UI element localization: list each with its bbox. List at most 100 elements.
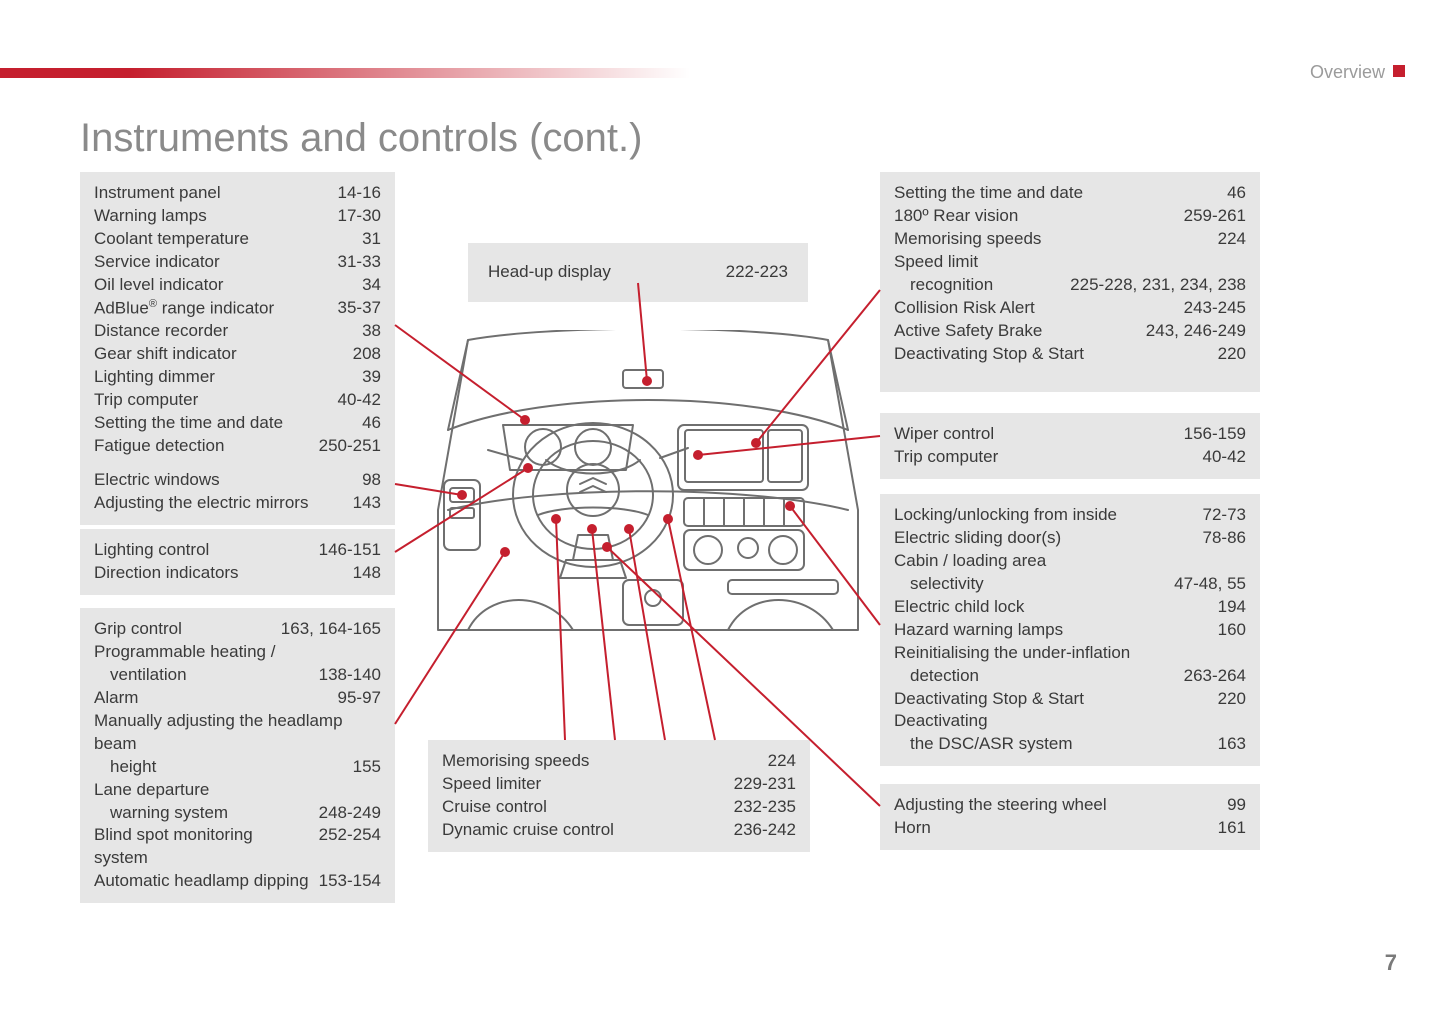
reference-pages	[371, 779, 381, 802]
reference-row: Locking/unlocking from inside72-73	[894, 504, 1246, 527]
reference-pages: 153-154	[309, 870, 381, 893]
reference-pages: 263-264	[1174, 665, 1246, 688]
section-label: Overview	[1310, 62, 1385, 83]
reference-row: Hazard warning lamps160	[894, 619, 1246, 642]
reference-label: Dynamic cruise control	[442, 819, 724, 842]
reference-row: Instrument panel14-16	[94, 182, 381, 205]
reference-pages: 39	[352, 366, 381, 389]
reference-pages: 78-86	[1193, 527, 1246, 550]
reference-row: Deactivating Stop & Start220	[894, 688, 1246, 711]
reference-label: Instrument panel	[94, 182, 328, 205]
reference-label: Blind spot monitoring system	[94, 824, 309, 870]
reference-pages: 99	[1217, 794, 1246, 817]
reference-label: Alarm	[94, 687, 328, 710]
reference-row: Memorising speeds224	[442, 750, 796, 773]
section-marker-icon	[1393, 65, 1405, 77]
reference-row: height155	[94, 756, 381, 779]
reference-row: Oil level indicator34	[94, 274, 381, 297]
reference-row: Deactivating Stop & Start220	[894, 343, 1246, 366]
reference-row: Lighting control146-151	[94, 539, 381, 562]
reference-label: Locking/unlocking from inside	[894, 504, 1193, 527]
reference-pages: 143	[343, 492, 381, 515]
reference-row: Electric sliding door(s)78-86	[894, 527, 1246, 550]
reference-label: Service indicator	[94, 251, 328, 274]
reference-pages: 17-30	[328, 205, 381, 228]
reference-pages: 31	[352, 228, 381, 251]
reference-pages: 236-242	[724, 819, 796, 842]
reference-row: Lighting dimmer39	[94, 366, 381, 389]
reference-row: Memorising speeds224	[894, 228, 1246, 251]
reference-label: Horn	[894, 817, 1208, 840]
reference-label: Gear shift indicator	[94, 343, 343, 366]
reference-pages: 229-231	[724, 773, 796, 796]
reference-label: Memorising speeds	[442, 750, 758, 773]
reference-row: Horn161	[894, 817, 1246, 840]
reference-row: Trip computer40-42	[94, 389, 381, 412]
reference-label: Head-up display	[488, 261, 716, 284]
reference-label: selectivity	[894, 573, 1164, 596]
reference-pages: 47-48, 55	[1164, 573, 1246, 596]
reference-label: Electric child lock	[894, 596, 1208, 619]
reference-box-left2: Electric windows98Adjusting the electric…	[80, 459, 395, 525]
reference-row: Head-up display222-223	[488, 261, 788, 284]
reference-pages: 252-254	[309, 824, 381, 870]
reference-pages: 98	[352, 469, 381, 492]
reference-box-left1: Instrument panel14-16Warning lamps17-30C…	[80, 172, 395, 468]
reference-row: Speed limiter229-231	[442, 773, 796, 796]
reference-row: Fatigue detection250-251	[94, 435, 381, 458]
reference-pages: 155	[343, 756, 381, 779]
reference-label: Lighting control	[94, 539, 309, 562]
reference-label: Manually adjusting the headlamp beam	[94, 710, 371, 756]
reference-pages: 224	[1208, 228, 1246, 251]
reference-pages: 46	[1217, 182, 1246, 205]
reference-label: the DSC/ASR system	[894, 733, 1208, 756]
reference-box-right3: Locking/unlocking from inside72-73Electr…	[880, 494, 1260, 766]
reference-row: Setting the time and date46	[94, 412, 381, 435]
reference-row: Electric child lock194	[894, 596, 1246, 619]
reference-pages: 224	[758, 750, 796, 773]
reference-label: Electric sliding door(s)	[894, 527, 1193, 550]
reference-label: Coolant temperature	[94, 228, 352, 251]
reference-label: height	[94, 756, 343, 779]
reference-row: warning system248-249	[94, 802, 381, 825]
reference-pages: 194	[1208, 596, 1246, 619]
reference-row: Setting the time and date46	[894, 182, 1246, 205]
reference-box-centerBottom: Memorising speeds224Speed limiter229-231…	[428, 740, 810, 852]
reference-pages: 35-37	[328, 297, 381, 321]
header-rule	[0, 68, 1445, 78]
reference-pages: 220	[1208, 688, 1246, 711]
reference-row: Deactivating	[894, 710, 1246, 733]
reference-pages: 250-251	[309, 435, 381, 458]
reference-pages	[1236, 251, 1246, 274]
reference-row: Collision Risk Alert243-245	[894, 297, 1246, 320]
reference-label: Programmable heating /	[94, 641, 371, 664]
reference-row: selectivity47-48, 55	[894, 573, 1246, 596]
reference-pages: 156-159	[1174, 423, 1246, 446]
reference-pages	[1236, 550, 1246, 573]
reference-pages: 160	[1208, 619, 1246, 642]
reference-label: Hazard warning lamps	[894, 619, 1208, 642]
reference-row: Manually adjusting the headlamp beam	[94, 710, 381, 756]
reference-pages: 259-261	[1174, 205, 1246, 228]
reference-pages: 14-16	[328, 182, 381, 205]
reference-label: Direction indicators	[94, 562, 343, 585]
reference-row: Wiper control156-159	[894, 423, 1246, 446]
reference-row: Lane departure	[94, 779, 381, 802]
dashboard-illustration	[428, 330, 868, 670]
reference-label: recognition	[894, 274, 1060, 297]
reference-label: Trip computer	[94, 389, 328, 412]
reference-pages: 148	[343, 562, 381, 585]
reference-box-left3: Lighting control146-151Direction indicat…	[80, 529, 395, 595]
reference-row: recognition225-228, 231, 234, 238	[894, 274, 1246, 297]
reference-row: Trip computer40-42	[894, 446, 1246, 469]
reference-label: Oil level indicator	[94, 274, 352, 297]
reference-label: Deactivating	[894, 710, 1236, 733]
reference-label: Wiper control	[894, 423, 1174, 446]
reference-label: Lighting dimmer	[94, 366, 352, 389]
reference-label: Deactivating Stop & Start	[894, 343, 1208, 366]
reference-row: ventilation138-140	[94, 664, 381, 687]
reference-pages	[1236, 642, 1246, 665]
reference-row: Adjusting the steering wheel99	[894, 794, 1246, 817]
reference-pages	[371, 710, 381, 756]
reference-label: detection	[894, 665, 1174, 688]
